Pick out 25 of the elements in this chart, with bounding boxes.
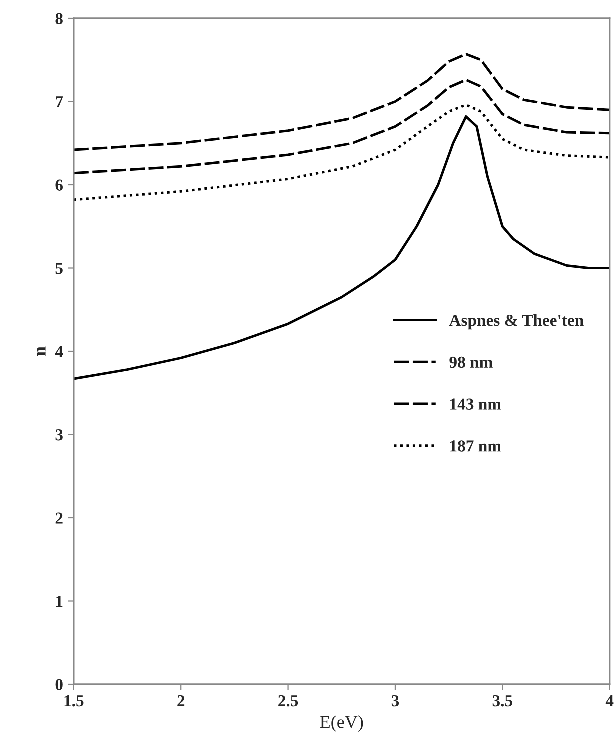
legend-label: 143 nm	[450, 398, 502, 410]
x-axis-title: E(eV)	[320, 716, 364, 732]
y-tick-label: 1	[56, 596, 63, 608]
line-series	[74, 104, 610, 202]
line-series	[74, 78, 610, 175]
y-tick-label: 6	[56, 180, 64, 191]
x-tick-label: 3.5	[492, 695, 512, 707]
x-tick-label: 1.5	[64, 695, 84, 707]
legend-label: 98 nm	[450, 356, 493, 368]
legend-label: Aspnes & Thee'ten	[449, 314, 584, 330]
y-tick-label: 5	[56, 263, 63, 274]
y-axis-title: n	[37, 346, 46, 356]
y-tick-label: 2	[56, 512, 63, 524]
y-tick-label: 4	[55, 346, 64, 358]
y-tick-label: 3	[56, 429, 63, 441]
line-series	[74, 53, 610, 152]
x-tick-label: 4	[606, 696, 614, 706]
x-tick-label: 2	[178, 695, 185, 706]
legend-label: 187 nm	[450, 440, 502, 452]
x-tick-label: 2.5	[278, 695, 298, 707]
x-tick-label: 3	[392, 695, 400, 707]
y-tick-label: 0	[56, 679, 63, 690]
y-tick-label: 8	[56, 13, 63, 24]
line-series	[74, 115, 610, 380]
y-tick-label: 7	[56, 96, 64, 108]
